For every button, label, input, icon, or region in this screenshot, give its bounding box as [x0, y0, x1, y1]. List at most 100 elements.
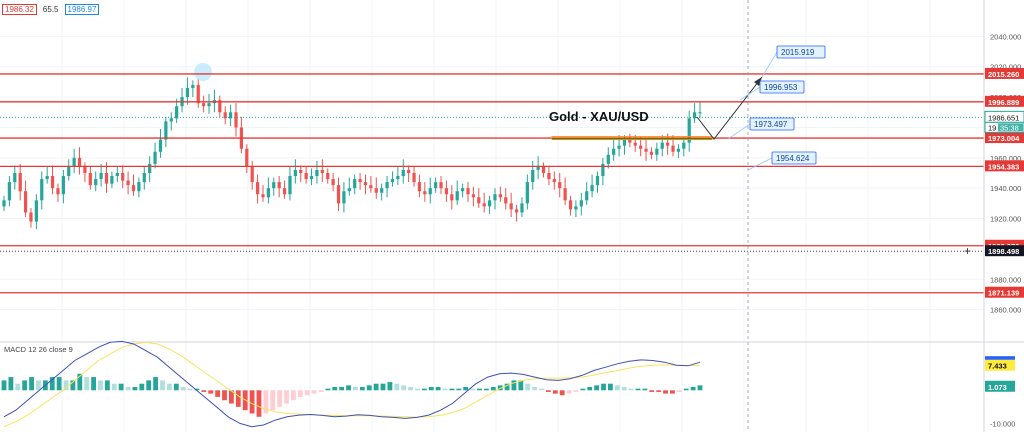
- candle-body: [142, 173, 146, 183]
- hist-bar: [428, 387, 434, 391]
- candle-body: [261, 194, 265, 198]
- hist-bar: [70, 380, 76, 391]
- hist-bar: [98, 380, 103, 391]
- grid: [0, 0, 984, 432]
- hist-bar: [408, 387, 413, 391]
- callout-1996-953: 1996.953: [739, 80, 805, 101]
- candle-body: [342, 191, 346, 204]
- candle-body: [493, 194, 497, 201]
- hist-bar: [518, 380, 524, 391]
- candle-body: [288, 176, 292, 195]
- hist-bar: [166, 383, 172, 391]
- candle-body: [482, 203, 486, 207]
- candle-body: [590, 185, 594, 192]
- candle-body: [606, 154, 610, 164]
- hist-bar: [56, 377, 62, 391]
- hist-bar: [297, 390, 303, 397]
- candle-body: [671, 145, 675, 152]
- hist-bar: [228, 390, 234, 404]
- candle-body: [385, 182, 389, 189]
- candle-body: [644, 148, 648, 152]
- candle-body: [455, 191, 459, 201]
- hist-bar: [63, 380, 69, 391]
- candle-body: [234, 112, 238, 128]
- candle-body: [164, 121, 168, 140]
- candle-body: [639, 145, 643, 149]
- candle-body: [633, 142, 637, 146]
- candle-body: [315, 169, 319, 177]
- hist-bar: [263, 390, 269, 414]
- hist-bar: [435, 387, 441, 391]
- y-tick-label: 2020.000: [990, 63, 1021, 72]
- candle-body: [99, 173, 103, 180]
- hist-bar: [483, 388, 489, 391]
- candle-body: [18, 173, 22, 192]
- y-tick-label: 1940.000: [990, 184, 1021, 193]
- hist-value-tag: 1.073: [985, 380, 1015, 392]
- candle-body: [374, 188, 378, 193]
- callout-label: 2015.919: [781, 48, 815, 57]
- hist-bar: [697, 385, 703, 391]
- candle-body: [104, 173, 109, 184]
- candle-body: [471, 194, 476, 198]
- hist-bar: [683, 388, 689, 391]
- candle-body: [266, 188, 270, 198]
- candle-body: [202, 103, 206, 107]
- hist-bar: [573, 390, 579, 392]
- hist-bar: [194, 388, 200, 391]
- candle-body: [536, 166, 540, 170]
- price-tag-label: 1954.383: [988, 162, 1019, 171]
- hist-bar: [539, 388, 544, 391]
- candle-body: [428, 188, 432, 195]
- hist-bar: [442, 388, 448, 391]
- hist-bar: [49, 377, 55, 391]
- candle-body: [158, 139, 163, 152]
- hist-bar: [670, 390, 675, 394]
- hist-bar: [621, 387, 627, 391]
- price-tag-1871-139: 1871.139: [985, 286, 1024, 298]
- current-price-label: 1986.651: [988, 113, 1019, 122]
- candle-body: [682, 142, 686, 149]
- callout-2015-919: 2015.919: [761, 45, 826, 78]
- hist-bar: [663, 390, 668, 394]
- hist-bar: [649, 390, 655, 392]
- value-tag-label: 1.073: [988, 383, 1007, 392]
- hist-bar: [635, 388, 641, 391]
- candle-body: [412, 173, 416, 183]
- hist-bar: [125, 387, 131, 391]
- price-tag-1973-004: 1973.004: [985, 132, 1024, 144]
- crosshair-tag-bg: [985, 245, 1024, 257]
- hist-bar: [601, 383, 606, 391]
- y-tick-label: 1960.000: [990, 154, 1021, 163]
- candle-body: [574, 206, 578, 210]
- projection-path: [696, 76, 763, 140]
- candle-body: [207, 103, 211, 107]
- candles: [2, 77, 702, 230]
- hist-bar: [477, 388, 482, 391]
- candle-body: [390, 179, 395, 183]
- crosshair-tag-label: 1898.498: [988, 247, 1019, 256]
- hist-bar: [594, 385, 600, 391]
- hist-bar: [470, 388, 476, 391]
- candle-body: [466, 188, 470, 195]
- signal-value-tag: 7.433: [985, 359, 1015, 371]
- hist-bar: [291, 390, 296, 401]
- macd-tick-label: -10.000: [990, 419, 1015, 428]
- hist-bar: [346, 385, 351, 391]
- breakout-box: [551, 136, 713, 141]
- volume-value: 65.5: [42, 5, 59, 14]
- candle-body: [692, 112, 697, 119]
- hist-bar: [608, 383, 613, 391]
- candle-body: [72, 157, 76, 167]
- price-tag-bg: [985, 67, 1024, 79]
- callout-leader: [727, 123, 751, 140]
- hist-bar: [552, 390, 558, 394]
- hist-bar: [1, 380, 7, 391]
- value-tag-label: 7.433: [988, 362, 1007, 371]
- crosshair-plus: +: [964, 244, 971, 258]
- crosshair-price-tag: 1898.498: [985, 245, 1024, 257]
- hist-bar: [22, 380, 28, 391]
- candle-body: [514, 209, 519, 213]
- hist-bar: [235, 390, 241, 407]
